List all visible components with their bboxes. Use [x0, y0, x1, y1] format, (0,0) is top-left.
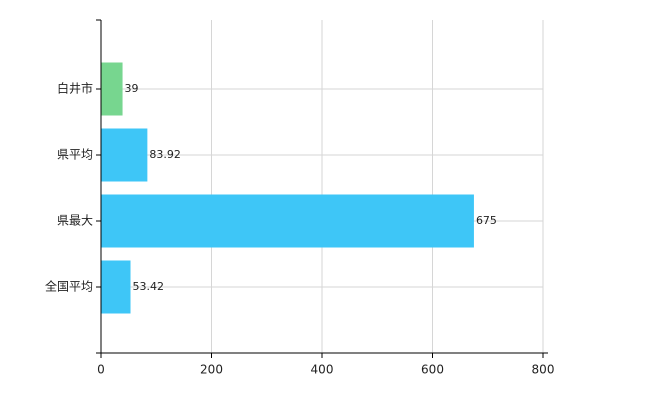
y-tick-label: 白井市	[57, 81, 93, 96]
bar	[101, 194, 474, 248]
y-tick-label: 全国平均	[45, 279, 93, 294]
bar	[101, 128, 148, 182]
value-label: 53.42	[133, 280, 165, 293]
x-tick-label: 600	[421, 363, 444, 377]
x-tick-label: 0	[97, 363, 105, 377]
y-tick-label: 県平均	[57, 148, 93, 162]
y-tick-label: 県最大	[57, 214, 93, 228]
value-label: 675	[476, 214, 497, 227]
value-label: 39	[125, 82, 139, 95]
bar	[101, 62, 123, 116]
x-tick-label: 400	[311, 363, 334, 377]
bar	[101, 260, 131, 314]
x-tick-label: 800	[532, 363, 555, 377]
value-label: 83.92	[149, 148, 181, 161]
x-tick-label: 200	[200, 363, 223, 377]
